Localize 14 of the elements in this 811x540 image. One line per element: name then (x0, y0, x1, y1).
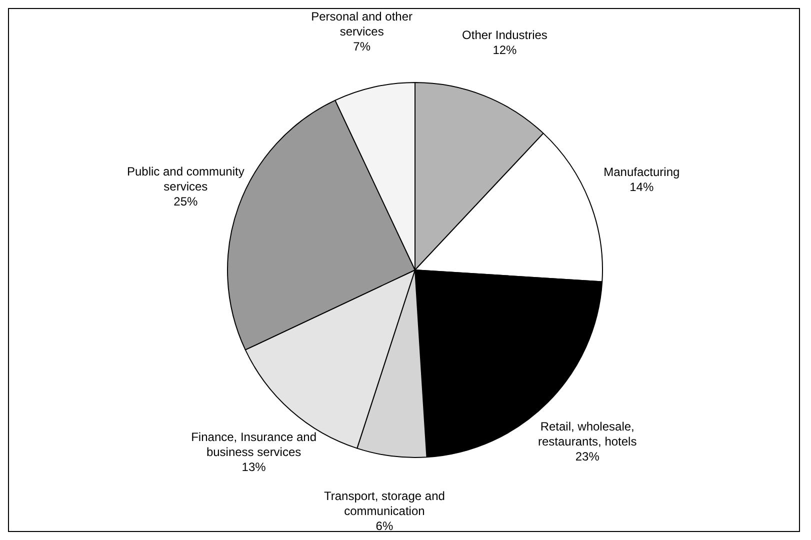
data-label: 23% (575, 450, 600, 464)
slice-label: Transport, storage and communication (324, 489, 445, 518)
slice-label: Public and community services (126, 164, 244, 194)
slice-label: Retail, wholesale, restaurants, hotels (538, 420, 637, 449)
data-label: 14% (630, 180, 654, 194)
data-label: 6% (376, 519, 394, 534)
data-label: 13% (242, 460, 266, 474)
data-label: 12% (492, 43, 518, 58)
slice-label: Manufacturing (604, 165, 680, 180)
slice-label: Finance, Insurance and business services (191, 430, 317, 460)
slice-label: Other Industries (462, 28, 548, 42)
data-label: 7% (353, 39, 371, 54)
data-label: 25% (174, 194, 198, 209)
slice-label: Personal and other services (311, 9, 413, 38)
